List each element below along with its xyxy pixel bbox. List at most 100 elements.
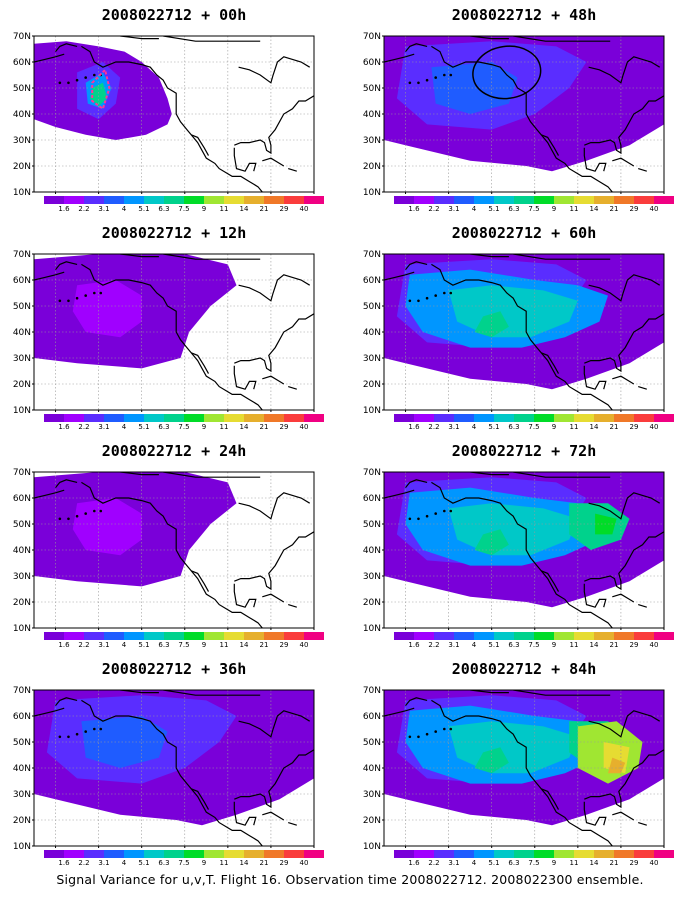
coastline [163, 36, 261, 42]
colorbar: 1.6 2.2 3.1 4 5.1 6.3 7.5 9 11 14 21 29 40 [394, 414, 674, 440]
coastline [405, 697, 428, 706]
variance-map: 70N60N50N40N30N20N10N180160W140W120W100W… [363, 250, 674, 416]
colorbar-label: 7.5 [528, 423, 540, 431]
figure-caption: Signal Variance for u,v,T. Flight 16. Ob… [56, 872, 644, 887]
coastline [638, 386, 647, 390]
coastline [583, 365, 607, 390]
colorbar-swatch [554, 850, 574, 858]
coastline [612, 811, 635, 821]
colorbar-swatch [414, 850, 434, 858]
coastline [612, 157, 635, 167]
island [434, 294, 437, 297]
island [425, 296, 429, 300]
coastline [384, 271, 415, 281]
colorbar-swatch [594, 850, 614, 858]
island [67, 299, 70, 303]
colorbar-label: 4 [121, 859, 127, 867]
colorbar-label: 1.6 [408, 205, 420, 213]
coastline [584, 531, 664, 591]
latitude-label: 50N [363, 84, 381, 94]
coastline [233, 147, 257, 172]
colorbar-swatch [434, 850, 454, 858]
colorbar-swatch [414, 196, 434, 204]
colorbar-label: 11 [569, 641, 579, 649]
colorbar-label: 40 [649, 205, 659, 213]
colorbar-swatch [184, 414, 204, 422]
colorbar-swatch [164, 632, 184, 640]
colorbar-label: 14 [239, 641, 249, 649]
colorbar-swatch [124, 196, 144, 204]
colorbar-label: 11 [219, 859, 229, 867]
colorbar-label: 6.3 [158, 423, 170, 431]
latitude-label: 30N [13, 354, 31, 364]
colorbar-label: 9 [551, 423, 557, 431]
colorbar-swatch [534, 632, 554, 640]
colorbar-swatch [304, 414, 324, 422]
colorbar-swatch [614, 414, 634, 422]
colorbar-swatch [244, 850, 264, 858]
coastline [55, 43, 78, 52]
colorbar-swatch [494, 850, 514, 858]
colorbar-swatch [554, 414, 574, 422]
island [408, 517, 412, 521]
latitude-label: 70N [13, 32, 31, 42]
coastline [583, 583, 607, 608]
variance-map: 70N60N50N40N30N20N10N180160W140W120W100W… [13, 468, 324, 634]
colorbar-swatch [144, 414, 164, 422]
colorbar-swatch [204, 632, 224, 640]
latitude-label: 10N [13, 624, 31, 634]
colorbar-label: 4 [121, 641, 127, 649]
coastline [384, 489, 415, 499]
coastline [233, 365, 257, 390]
island [434, 730, 437, 733]
colorbar-label: 3.1 [448, 641, 460, 649]
colorbar-swatch [144, 850, 164, 858]
panel-title: 2008022712 + 00h [101, 6, 247, 24]
panel-title: 2008022712 + 48h [451, 6, 597, 24]
colorbar-label: 5.1 [488, 423, 500, 431]
latitude-label: 50N [363, 520, 381, 530]
highlight-ellipse [472, 45, 542, 100]
coastline [81, 45, 263, 192]
latitude-label: 40N [363, 546, 381, 556]
latitude-label: 20N [363, 816, 381, 826]
colorbar-label: 4 [121, 205, 127, 213]
latitude-label: 10N [13, 188, 31, 198]
colorbar-label: 40 [649, 423, 659, 431]
island [84, 294, 87, 297]
colorbar-label: 5.1 [138, 423, 150, 431]
island [449, 73, 453, 77]
coastline [288, 604, 297, 608]
colorbar-swatch [124, 414, 144, 422]
colorbar-swatch [474, 632, 494, 640]
island [67, 81, 70, 85]
colorbar-label: 2.2 [428, 641, 440, 649]
latitude-label: 40N [13, 110, 31, 120]
colorbar-swatch [84, 196, 104, 204]
colorbar-label: 29 [279, 423, 289, 431]
colorbar-label: 14 [239, 423, 249, 431]
island [58, 81, 62, 85]
colorbar-swatch [244, 632, 264, 640]
coastline [288, 168, 297, 172]
colorbar-swatch [574, 632, 594, 640]
colorbar-swatch [614, 850, 634, 858]
colorbar-swatch [84, 850, 104, 858]
latitude-label: 10N [363, 842, 381, 852]
colorbar-swatch [634, 196, 654, 204]
colorbar-swatch [184, 196, 204, 204]
colorbar-swatch [514, 196, 534, 204]
latitude-label: 60N [13, 494, 31, 504]
latitude-label: 40N [13, 764, 31, 774]
colorbar-label: 40 [649, 641, 659, 649]
colorbar-swatch [244, 196, 264, 204]
colorbar-swatch [414, 414, 434, 422]
colorbar-label: 3.1 [98, 641, 110, 649]
colorbar-swatch [264, 414, 284, 422]
coastline [405, 261, 428, 270]
colorbar-label: 4 [471, 859, 477, 867]
colorbar-label: 11 [219, 205, 229, 213]
colorbar-label: 2.2 [428, 859, 440, 867]
island [75, 732, 79, 736]
colorbar-label: 3.1 [98, 205, 110, 213]
